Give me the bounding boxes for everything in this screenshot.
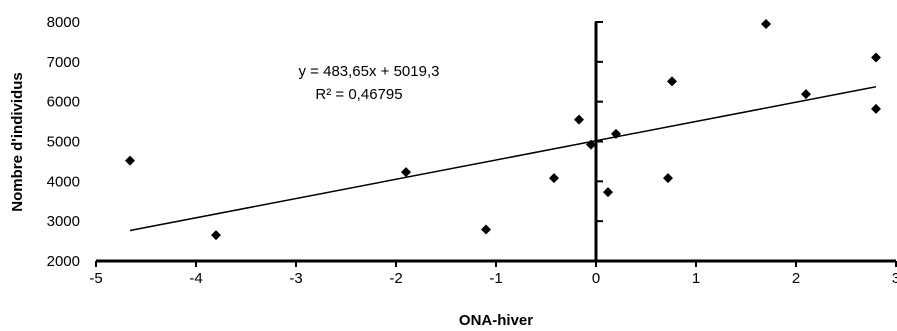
- data-point: [481, 224, 491, 235]
- data-point: [801, 89, 811, 100]
- x-tick-label: 2: [792, 270, 800, 287]
- y-axis: 2000 3000 4000 5000 6000 7000 8000: [47, 14, 603, 270]
- data-point: [667, 76, 677, 87]
- x-tick-label: 1: [692, 270, 700, 287]
- data-point: [211, 230, 221, 241]
- data-point: [761, 18, 771, 29]
- trendline: [129, 86, 877, 232]
- y-tick-label: 7000: [47, 54, 80, 71]
- x-tick-label: 0: [592, 270, 600, 287]
- trendline-line: [129, 86, 877, 232]
- data-point: [549, 173, 559, 184]
- x-tick-label: -1: [489, 270, 502, 287]
- x-tick-label: -5: [89, 270, 102, 287]
- data-point: [125, 155, 135, 166]
- data-point: [574, 114, 584, 125]
- x-axis: -5 -4 -3 -2 -1 0 1 2 3: [89, 259, 897, 287]
- y-tick-label: 5000: [47, 134, 80, 151]
- data-point: [603, 187, 613, 198]
- data-point: [611, 128, 621, 139]
- y-tick-label: 4000: [47, 173, 80, 190]
- x-axis-title: ONA-hiver: [459, 312, 533, 329]
- y-tick-label: 2000: [47, 253, 80, 270]
- x-tick-label: -4: [189, 270, 202, 287]
- data-point: [871, 103, 881, 114]
- trendline-r-squared: R² = 0,46795: [315, 86, 402, 103]
- y-tick-label: 8000: [47, 14, 80, 31]
- x-tick-label: -3: [289, 270, 302, 287]
- y-tick-label: 6000: [47, 94, 80, 111]
- y-axis-title: Nombre d'individus: [9, 72, 26, 211]
- data-point: [871, 52, 881, 63]
- data-point: [401, 167, 411, 178]
- data-point: [586, 139, 596, 150]
- y-tick-label: 3000: [47, 213, 80, 230]
- data-points: [125, 18, 881, 241]
- data-point: [663, 173, 673, 184]
- x-tick-label: -2: [389, 270, 402, 287]
- x-tick-label: 3: [892, 270, 897, 287]
- trendline-equation: y = 483,65x + 5019,3: [299, 63, 440, 80]
